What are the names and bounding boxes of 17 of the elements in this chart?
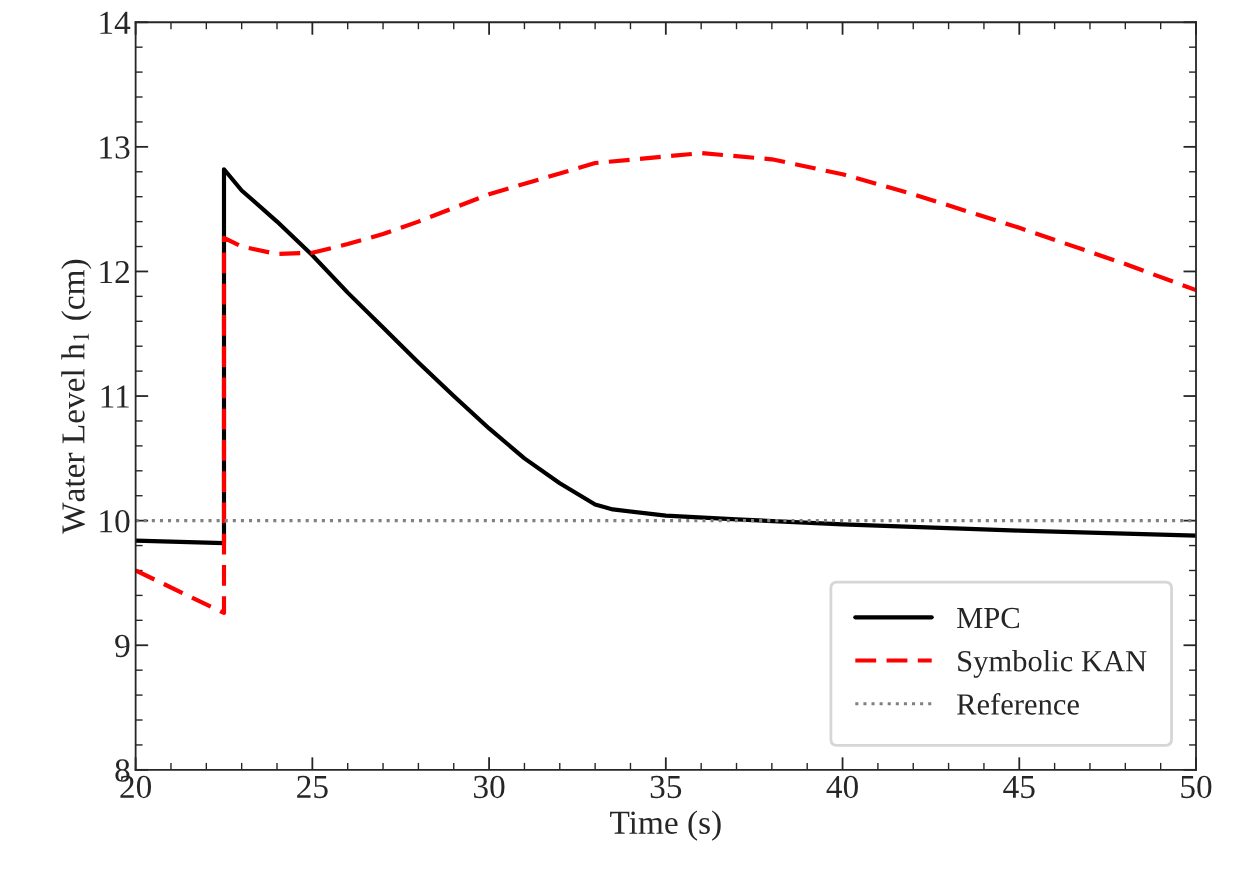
y-tick-label: 12 xyxy=(100,260,129,284)
x-axis-title: Time (s) xyxy=(610,810,721,841)
x-tick-label: 40 xyxy=(826,775,858,799)
y-tick-label: 14 xyxy=(100,11,131,34)
y-tick-label: 13 xyxy=(100,136,130,159)
x-tick-label: 45 xyxy=(1003,775,1035,799)
legend-label: MPC xyxy=(957,607,1020,629)
y-tick-label: 10 xyxy=(100,510,130,533)
y-axis-title: Water Level h$_{1}$ (cm) xyxy=(61,259,92,534)
x-tick-label: 35 xyxy=(650,775,682,799)
x-tick-label: 25 xyxy=(297,775,328,799)
legend-label: Reference xyxy=(957,692,1079,715)
x-tick-label: 50 xyxy=(1181,775,1212,799)
y-tick-label: 9 xyxy=(115,634,130,658)
legend-label: Symbolic KAN xyxy=(958,649,1147,678)
y-tick-label: 11 xyxy=(101,385,129,408)
x-tick-label: 30 xyxy=(474,775,505,799)
